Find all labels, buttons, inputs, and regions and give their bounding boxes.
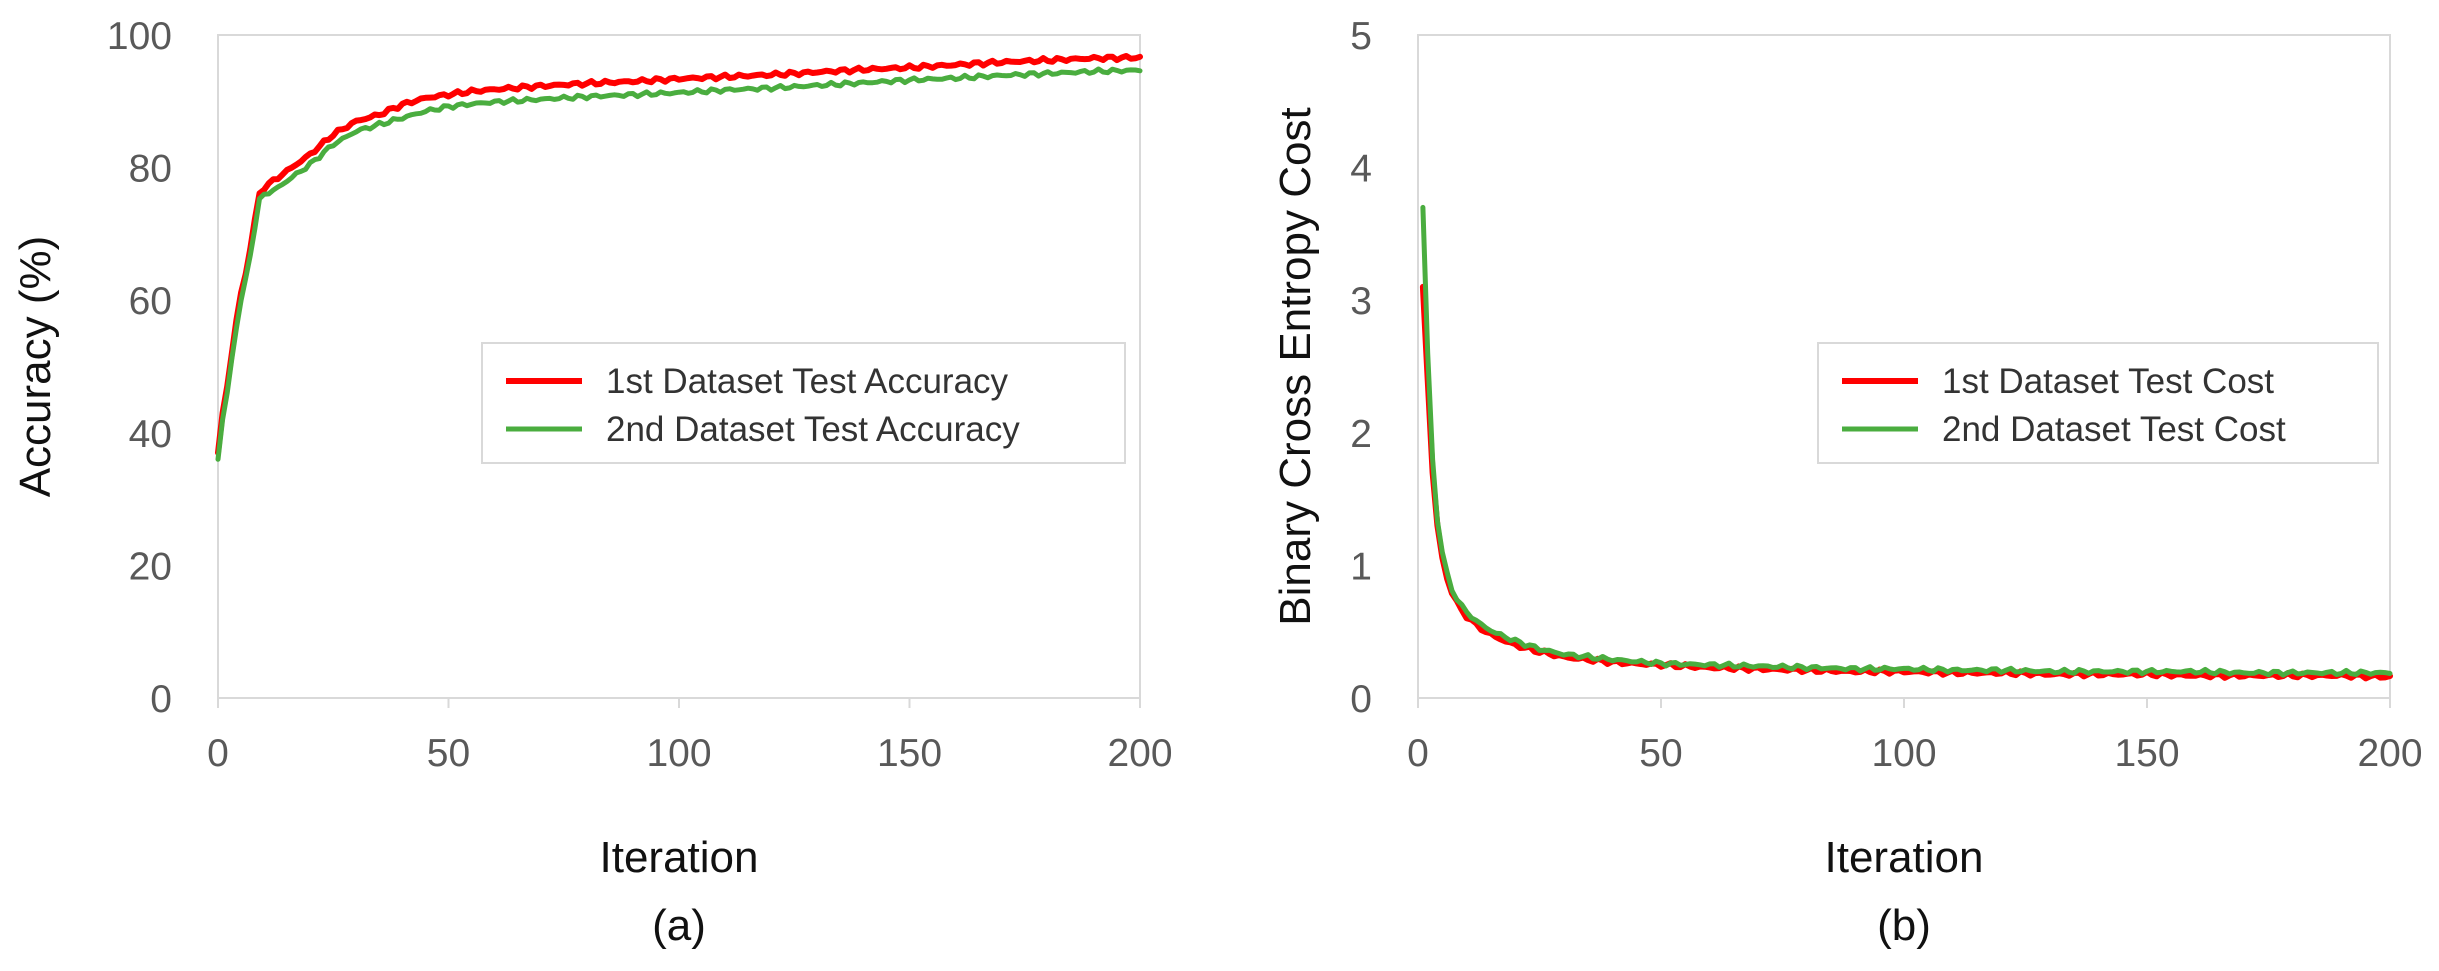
x-tick-label: 100: [646, 732, 711, 775]
x-tick-label: 0: [207, 732, 229, 775]
x-tick-label: 150: [2114, 732, 2179, 775]
x-tick-label: 200: [2357, 732, 2422, 775]
series-line-2: [1420, 204, 2393, 678]
panel-caption: (b): [1877, 901, 1931, 950]
y-tick-label: 100: [107, 15, 172, 58]
y-axis-label: Accuracy (%): [11, 236, 60, 498]
series-group: [1419, 204, 2393, 682]
y-tick-label: 1: [1350, 545, 1372, 588]
y-tick-label: 0: [1350, 678, 1372, 721]
y-tick-label: 0: [150, 678, 172, 721]
legend: 1st Dataset Test Cost 2nd Dataset Test Co…: [1817, 342, 2379, 464]
x-tick-label: 100: [1871, 732, 1936, 775]
series-line-1: [215, 53, 1143, 456]
legend-label-1: 1st Dataset Test Accuracy: [606, 362, 1009, 401]
legend: 1st Dataset Test Accuracy 2nd Dataset Tes…: [481, 342, 1126, 464]
y-axis-label: Binary Cross Entropy Cost: [1271, 107, 1320, 625]
y-tick-label: 60: [129, 280, 172, 323]
tick-group: 0 50 100 150 200 0 1 2 3 4 5: [1350, 15, 2422, 775]
y-tick-label: 80: [129, 148, 172, 191]
legend-label-1: 1st Dataset Test Cost: [1942, 362, 2274, 401]
legend-label-2: 2nd Dataset Test Cost: [1942, 410, 2286, 449]
x-tick-label: 50: [427, 732, 470, 775]
y-tick-label: 20: [129, 545, 172, 588]
series-group: [215, 53, 1143, 462]
y-tick-label: 3: [1350, 280, 1372, 323]
y-tick-label: 5: [1350, 15, 1372, 58]
x-tick-label: 0: [1407, 732, 1429, 775]
chart-panel-a: 0 50 100 150 200 0 20 40 60 80 100 Iteration Accur…: [11, 15, 1173, 950]
y-tick-label: 40: [129, 413, 172, 456]
x-tick-label: 150: [877, 732, 942, 775]
x-tick-label: 50: [1639, 732, 1682, 775]
legend-box: [481, 342, 1126, 464]
series-line-2: [215, 66, 1143, 462]
chart-panel-b: 0 50 100 150 200 0 1 2 3 4 5 Iteration Binary Cros…: [1271, 15, 2423, 950]
legend-box: [1817, 342, 2379, 464]
x-tick-label: 200: [1107, 732, 1172, 775]
y-tick-label: 2: [1350, 413, 1372, 456]
x-axis-label: Iteration: [600, 833, 759, 882]
y-tick-label: 4: [1350, 148, 1372, 191]
x-axis-label: Iteration: [1825, 833, 1984, 882]
panel-caption: (a): [652, 901, 706, 950]
legend-label-2: 2nd Dataset Test Accuracy: [606, 410, 1020, 449]
tick-group: 0 50 100 150 200 0 20 40 60 80 100: [107, 15, 1173, 775]
